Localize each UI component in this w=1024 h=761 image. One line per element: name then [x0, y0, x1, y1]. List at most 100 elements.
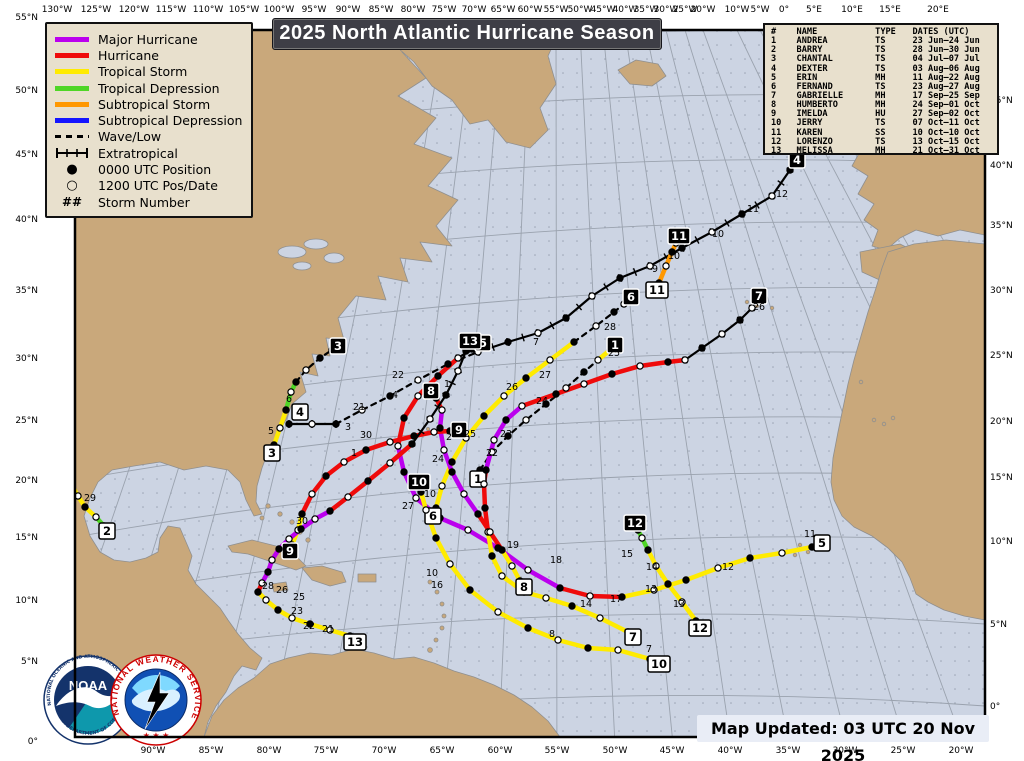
svg-text:8: 8 — [427, 384, 435, 398]
date-label: 4 — [392, 390, 398, 401]
position-dot-0000utc — [282, 406, 290, 414]
axis-tick-label: 35°N — [990, 221, 1013, 231]
date-label: 12 — [722, 562, 734, 573]
legend-item: Tropical Storm — [55, 64, 243, 80]
position-dot-1200utc — [262, 596, 270, 604]
svg-text:11: 11 — [649, 283, 665, 297]
svg-text:7: 7 — [629, 630, 637, 644]
track-segment-ts — [75, 486, 99, 520]
date-label: 9 — [652, 264, 658, 275]
axis-tick-label: 105°W — [229, 5, 260, 15]
position-dot-0000utc — [480, 412, 488, 420]
position-dot-0000utc — [275, 545, 283, 553]
position-dot-0000utc — [436, 424, 444, 432]
date-label: 13 — [673, 599, 685, 610]
storm-badge-13-start: 13 — [343, 633, 367, 651]
position-dot-1200utc — [464, 526, 472, 534]
meridian-line — [645, 30, 789, 737]
legend-item: Tropical Depression — [55, 80, 243, 96]
legend-label: 1200 UTC Pos/Date — [98, 178, 218, 194]
axis-tick-label: 25°N — [15, 416, 38, 426]
date-label: 28 — [262, 581, 274, 592]
date-label: 23 — [500, 429, 512, 440]
legend-label: Wave/Low — [98, 129, 162, 145]
axis-tick-label: 50°W — [568, 5, 593, 15]
position-dot-0000utc — [434, 372, 442, 380]
axis-tick-label: 100°W — [264, 5, 295, 15]
axis-tick-label: 20°E — [927, 5, 949, 15]
date-label: 24 — [432, 454, 444, 465]
date-label: 26 — [276, 585, 288, 596]
legend-swatch-storm-number-icon: ## — [61, 195, 83, 210]
axis-tick-label: 35°N — [15, 286, 38, 296]
track-segment-ts — [485, 529, 631, 635]
position-dot-1200utc — [554, 636, 562, 644]
axis-tick-label: 40°W — [718, 746, 743, 756]
storm-table-row: 9 IMELDA HU 27 Sep–02 Oct — [771, 109, 980, 120]
land-hispaniola — [301, 565, 347, 587]
land-cuba — [227, 539, 307, 571]
position-dot-0000utc — [298, 510, 306, 518]
date-label: 6 — [286, 394, 292, 405]
svg-text:12: 12 — [692, 621, 708, 635]
position-dot-1200utc — [518, 402, 526, 410]
legend-swatch-line-icon — [55, 114, 89, 128]
position-dot-0000utc — [481, 504, 489, 512]
axis-tick-label: 130°W — [42, 5, 73, 15]
position-dot-0000utc — [474, 510, 482, 518]
date-label: 10 — [426, 568, 438, 579]
position-dot-1200utc — [646, 262, 654, 270]
axis-tick-label: 45°N — [990, 96, 1013, 106]
meridian-line — [665, 30, 846, 737]
position-dot-1200utc — [344, 493, 352, 501]
position-dot-0000utc — [568, 602, 576, 610]
storm-badge-7-end: 7 — [750, 287, 768, 305]
storm-badge-12-start: 12 — [688, 619, 712, 637]
axis-tick-label: 50°W — [603, 746, 628, 756]
position-dot-1200utc — [586, 592, 594, 600]
position-dot-0000utc — [616, 274, 624, 282]
axis-tick-label: 20°W — [691, 5, 716, 15]
position-dot-1200utc — [508, 562, 516, 570]
position-dot-0000utc — [746, 554, 754, 562]
svg-text:6: 6 — [627, 290, 635, 304]
axis-tick-label: 70°W — [462, 5, 487, 15]
position-dot-0000utc — [285, 420, 293, 428]
axis-tick-label: 30°W — [654, 5, 679, 15]
svg-text:5: 5 — [818, 536, 826, 550]
axis-tick-label: 5°E — [806, 5, 822, 15]
position-dot-1200utc — [488, 448, 496, 456]
meridian-line — [602, 30, 673, 737]
meridian-line — [555, 30, 558, 737]
storm-badge-11-end: 11 — [667, 227, 691, 245]
svg-text:12: 12 — [627, 516, 643, 530]
svg-text:9: 9 — [455, 423, 463, 437]
legend-label: Extratropical — [98, 145, 178, 161]
svg-text:13: 13 — [462, 334, 478, 348]
legend-item: Subtropical Storm — [55, 96, 243, 112]
position-dot-1200utc — [358, 406, 366, 414]
storm-badge-8-start: 8 — [515, 578, 533, 596]
land-africa — [830, 239, 985, 621]
axis-tick-label: 115°W — [156, 5, 187, 15]
svg-text:2: 2 — [103, 524, 111, 538]
axis-tick-label: 25°N — [990, 351, 1013, 361]
axis-tick-label: 60°W — [488, 746, 513, 756]
position-dot-1200utc — [678, 598, 686, 606]
storm-badge-2-end: 2 — [52, 452, 68, 468]
date-label: 10 — [668, 251, 680, 262]
position-dot-1200utc — [287, 388, 295, 396]
position-dot-0000utc — [542, 400, 550, 408]
date-label: 15 — [621, 549, 633, 560]
storm-table-row: 4 DEXTER TS 03 Aug–06 Aug — [771, 63, 980, 74]
meridian-line — [579, 30, 616, 737]
position-dot-1200utc — [614, 646, 622, 654]
position-dot-0000utc — [664, 580, 672, 588]
svg-text:4: 4 — [793, 153, 801, 167]
storm-badge-8-end: 8 — [422, 382, 440, 400]
axis-tick-label: 40°W — [613, 5, 638, 15]
legend-swatch-line-icon — [55, 81, 89, 95]
date-label: 23 — [291, 606, 303, 617]
position-dot-0000utc — [664, 358, 672, 366]
